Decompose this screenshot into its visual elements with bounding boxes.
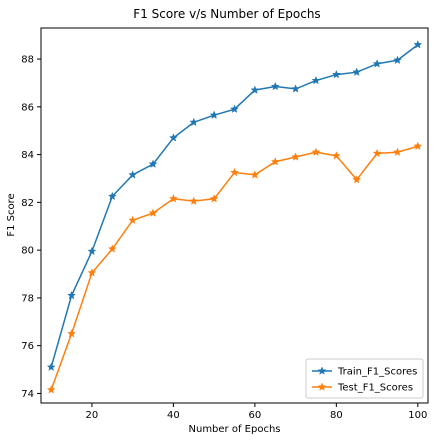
data-point <box>46 362 56 371</box>
series-train-f1-scores <box>46 40 423 371</box>
legend-label: Train_F1_Scores <box>337 367 417 378</box>
y-axis-label: F1 Score <box>6 193 17 236</box>
data-point <box>331 151 341 160</box>
data-point <box>352 67 362 76</box>
data-point <box>168 133 178 142</box>
series-layer <box>46 40 423 394</box>
legend: Train_F1_Scores Test_F1_Scores <box>305 358 424 399</box>
plot-frame <box>40 27 429 404</box>
data-point <box>311 75 321 85</box>
data-point <box>87 268 97 277</box>
data-point <box>148 208 158 217</box>
data-point <box>67 290 77 300</box>
legend-marker <box>317 382 327 391</box>
data-point <box>413 141 423 151</box>
data-point <box>107 244 117 253</box>
y-axis: 74 76 78 80 82 84 86 88 <box>21 55 41 400</box>
plot-area: 20 40 60 80 100 74 76 78 80 82 84 86 88 <box>21 27 429 421</box>
data-point <box>128 170 138 179</box>
data-point <box>352 174 362 184</box>
data-point <box>128 215 138 225</box>
data-point <box>372 59 382 68</box>
data-point <box>413 40 423 49</box>
x-tick-label: 80 <box>330 410 343 421</box>
data-point <box>392 147 402 157</box>
legend-box <box>305 358 424 399</box>
x-tick-label: 60 <box>249 410 262 421</box>
data-point <box>270 81 280 91</box>
data-point <box>250 170 260 179</box>
x-axis: 20 40 60 80 100 <box>86 403 427 421</box>
chart-title: F1 Score v/s Number of Epochs <box>133 7 320 21</box>
data-point <box>46 385 56 394</box>
data-point <box>250 85 260 94</box>
data-point <box>372 148 382 158</box>
data-point <box>270 157 280 166</box>
legend-item-train-f1-scores: Train_F1_Scores <box>312 366 417 378</box>
y-tick-label: 88 <box>21 55 34 66</box>
y-tick-label: 74 <box>21 389 34 400</box>
data-point <box>230 104 239 114</box>
data-point <box>67 329 77 338</box>
legend-item-test-f1-scores: Test_F1_Scores <box>312 382 413 394</box>
data-point <box>107 191 117 201</box>
legend-marker <box>317 366 327 375</box>
data-point <box>331 69 341 79</box>
x-axis-label: Number of Epochs <box>189 424 281 435</box>
data-point <box>311 147 321 157</box>
data-point <box>291 84 301 93</box>
data-point <box>291 152 301 161</box>
legend-label: Test_F1_Scores <box>337 383 413 394</box>
y-tick-label: 80 <box>21 246 34 257</box>
y-tick-label: 78 <box>21 293 34 304</box>
y-tick-label: 84 <box>21 150 34 161</box>
data-point <box>209 194 219 203</box>
data-point <box>230 167 239 177</box>
data-point <box>392 55 402 65</box>
data-point <box>189 196 199 205</box>
x-tick-label: 40 <box>167 410 180 421</box>
data-point <box>87 246 97 256</box>
x-tick-label: 100 <box>408 410 427 421</box>
y-tick-label: 86 <box>21 102 34 113</box>
y-tick-label: 76 <box>21 341 34 352</box>
y-tick-label: 82 <box>21 198 34 209</box>
data-point <box>189 117 199 127</box>
data-point <box>168 194 178 203</box>
data-point <box>148 159 158 168</box>
x-tick-label: 20 <box>86 410 99 421</box>
data-point <box>209 110 219 119</box>
series-test-f1-scores <box>46 141 423 394</box>
